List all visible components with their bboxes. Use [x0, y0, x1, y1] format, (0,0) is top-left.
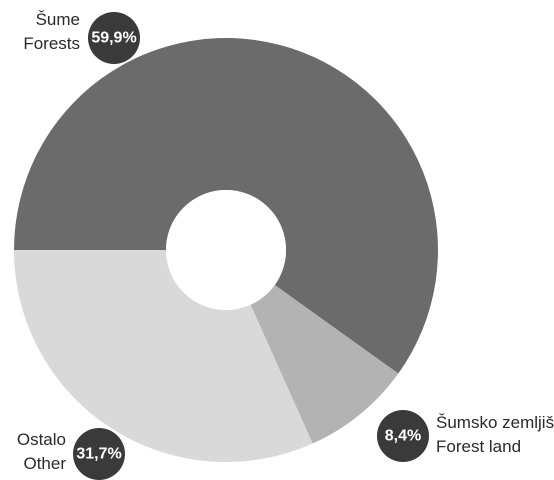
forests-badge — [88, 12, 140, 64]
forest-land-value-label: 8,4% — [385, 428, 421, 445]
forests-label-line1: Šume — [36, 10, 80, 29]
other-slice — [14, 250, 313, 463]
forests-slice — [14, 38, 439, 374]
donut-hole — [166, 190, 286, 310]
forest-land-slice — [250, 284, 399, 444]
other-label-line2: Other — [23, 454, 66, 473]
other-label-line1: Ostalo — [17, 430, 66, 449]
forest-land-label-line1: Šumsko zemljište — [436, 413, 554, 432]
forests-value-label: 59,9% — [91, 30, 136, 47]
forest-land-label-line2: Forest land — [436, 437, 521, 456]
slices-group — [14, 38, 439, 463]
other-value-label: 31,7% — [76, 446, 121, 463]
forest-land-badge — [377, 410, 429, 462]
other-badge — [73, 428, 125, 480]
forests-label-line2: Forests — [23, 34, 80, 53]
